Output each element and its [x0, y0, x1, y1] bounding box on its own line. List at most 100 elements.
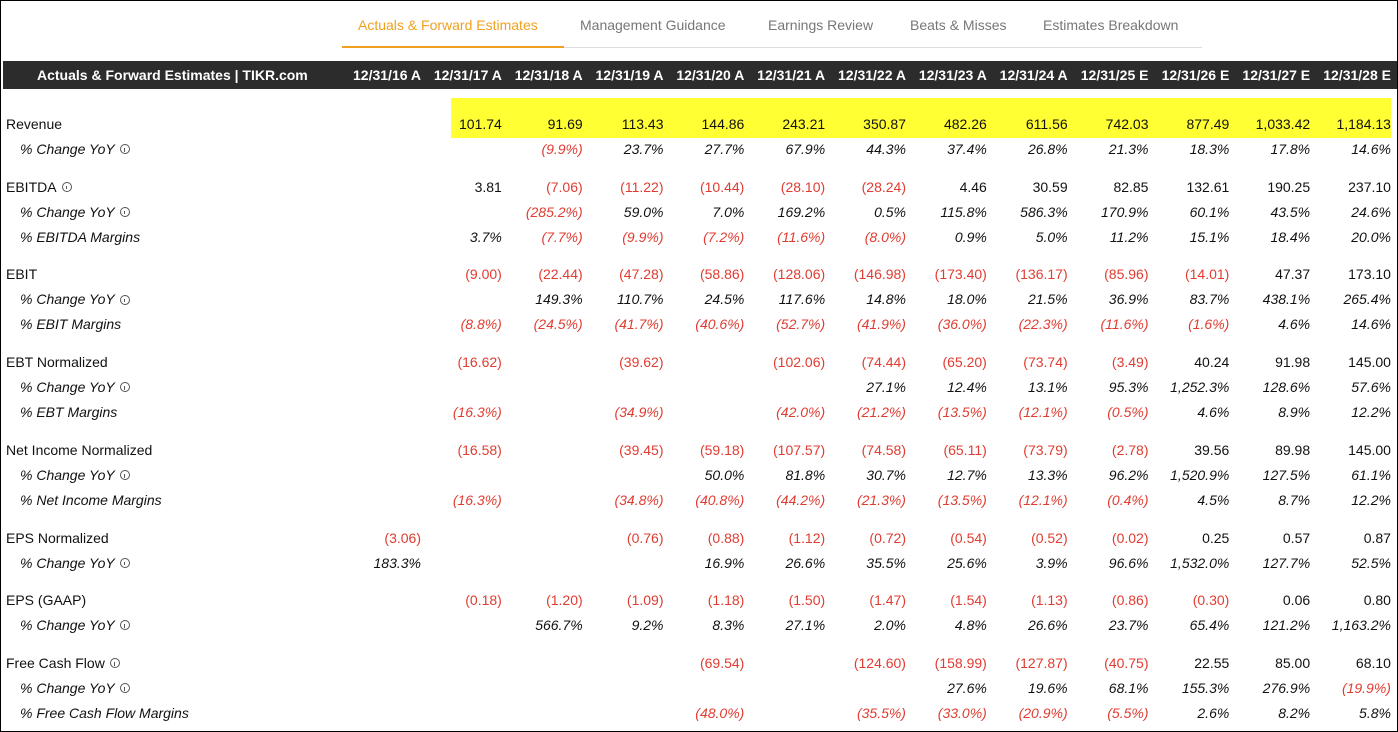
- value-cell: (173.40): [934, 266, 987, 283]
- value-cell: 18.3%: [1189, 141, 1230, 157]
- value-cell: 12.4%: [947, 379, 987, 396]
- value-cell: 83.7%: [1189, 291, 1230, 308]
- value-cell: 15.1%: [1189, 228, 1230, 245]
- value-cell: 1,520.9%: [1170, 466, 1230, 483]
- value-cell: 1,532.0%: [1170, 554, 1230, 571]
- value-cell: 27.1%: [866, 379, 906, 396]
- tab[interactable]: Earnings Review: [768, 17, 874, 33]
- value-cell: 1,163.2%: [1331, 617, 1391, 634]
- value-cell: 2.6%: [1197, 704, 1230, 721]
- value-cell: 68.1%: [1108, 679, 1149, 696]
- value-cell: 121.2%: [1262, 617, 1311, 634]
- value-cell: 113.43: [621, 116, 664, 132]
- row-label: % Free Cash Flow Margins: [20, 704, 189, 721]
- value-cell: 566.7%: [535, 617, 583, 634]
- value-cell: 23.7%: [623, 141, 664, 157]
- value-cell: 13.1%: [1027, 379, 1068, 396]
- value-cell: (146.98): [853, 266, 906, 283]
- value-cell: 3.81: [474, 178, 502, 195]
- value-cell: 7.0%: [712, 203, 745, 220]
- value-cell: 19.6%: [1027, 679, 1068, 696]
- value-cell: 17.8%: [1270, 141, 1311, 157]
- value-cell: 5.0%: [1035, 228, 1068, 245]
- value-cell: (20.9%): [1018, 704, 1068, 721]
- value-cell: 350.87: [863, 116, 906, 132]
- column-header: 12/31/17 A: [433, 67, 502, 83]
- column-header: 12/31/23 A: [918, 67, 987, 83]
- value-cell: (21.2%): [856, 404, 906, 421]
- value-cell: 81.8%: [785, 466, 826, 483]
- value-cell: 52.5%: [1351, 554, 1391, 571]
- value-cell: (35.5%): [856, 704, 906, 721]
- value-cell: 22.55: [1194, 654, 1230, 671]
- value-cell: (128.06): [773, 266, 826, 283]
- value-cell: 0.57: [1282, 529, 1311, 546]
- value-cell: 2.0%: [874, 617, 906, 634]
- value-cell: 482.26: [943, 116, 987, 132]
- value-cell: 12.2%: [1351, 404, 1391, 421]
- value-cell: 155.3%: [1181, 679, 1230, 696]
- value-cell: (16.58): [457, 441, 502, 458]
- value-cell: (41.9%): [856, 316, 906, 333]
- value-cell: 8.9%: [1278, 404, 1311, 421]
- value-cell: 183.3%: [373, 554, 421, 571]
- value-cell: 43.5%: [1270, 203, 1311, 220]
- value-cell: 877.49: [1186, 116, 1230, 132]
- value-cell: (0.72): [869, 529, 906, 546]
- value-cell: 85.00: [1275, 654, 1311, 671]
- value-cell: (107.57): [773, 441, 826, 458]
- value-cell: 1,033.42: [1255, 116, 1311, 132]
- value-cell: 9.2%: [631, 617, 664, 634]
- value-cell: (0.54): [950, 529, 987, 546]
- tab[interactable]: Management Guidance: [580, 17, 726, 33]
- value-cell: 265.4%: [1343, 291, 1391, 308]
- value-cell: 59.0%: [623, 203, 664, 220]
- info-icon: [119, 683, 130, 694]
- row-label: EPS Normalized: [6, 529, 109, 546]
- value-cell: (33.0%): [937, 704, 987, 721]
- value-cell: 117.6%: [778, 291, 826, 308]
- value-cell: 5.8%: [1359, 704, 1391, 721]
- column-header: 12/31/28 E: [1323, 67, 1391, 83]
- value-cell: 96.2%: [1108, 466, 1149, 483]
- value-cell: 8.3%: [712, 617, 745, 634]
- row-label: EBIT: [6, 266, 38, 283]
- value-cell: (12.1%): [1018, 404, 1068, 421]
- value-cell: 276.9%: [1262, 679, 1311, 696]
- value-cell: (14.01): [1184, 266, 1230, 283]
- value-cell: (8.0%): [864, 228, 906, 245]
- value-cell: (44.2%): [776, 491, 826, 508]
- table-title: Actuals & Forward Estimates | TIKR.com: [37, 67, 308, 83]
- info-icon: [119, 620, 130, 631]
- value-cell: (136.17): [1015, 266, 1068, 283]
- value-cell: 0.25: [1202, 529, 1230, 546]
- value-cell: 14.6%: [1351, 316, 1391, 333]
- row-label: Revenue: [6, 116, 63, 132]
- value-cell: 3.7%: [469, 228, 502, 245]
- value-cell: (9.9%): [622, 228, 664, 245]
- value-cell: 742.03: [1105, 116, 1149, 132]
- row-label: % Change YoY: [20, 290, 130, 308]
- value-cell: (65.20): [942, 354, 987, 371]
- tab[interactable]: Actuals & Forward Estimates: [358, 17, 538, 33]
- column-header: 12/31/25 E: [1080, 67, 1149, 83]
- value-cell: (1.09): [626, 592, 664, 609]
- value-cell: 11.2%: [1109, 228, 1149, 245]
- tab[interactable]: Estimates Breakdown: [1043, 17, 1179, 33]
- row-label: % Change YoY: [20, 679, 130, 697]
- value-cell: (158.99): [934, 654, 987, 671]
- value-cell: (65.11): [943, 441, 987, 458]
- value-cell: (36.0%): [937, 316, 987, 333]
- value-cell: 30.7%: [866, 466, 906, 483]
- value-cell: (0.18): [465, 592, 502, 609]
- tab[interactable]: Beats & Misses: [910, 17, 1007, 33]
- value-cell: 12.7%: [947, 466, 987, 483]
- info-icon: [109, 658, 120, 669]
- column-header: 12/31/20 A: [676, 67, 745, 83]
- value-cell: (127.87): [1015, 654, 1068, 671]
- value-cell: (3.49): [1111, 354, 1149, 371]
- value-cell: 8.7%: [1278, 491, 1311, 508]
- value-cell: 65.4%: [1189, 617, 1230, 634]
- row-label: % Change YoY: [20, 140, 130, 158]
- value-cell: 82.85: [1113, 178, 1149, 195]
